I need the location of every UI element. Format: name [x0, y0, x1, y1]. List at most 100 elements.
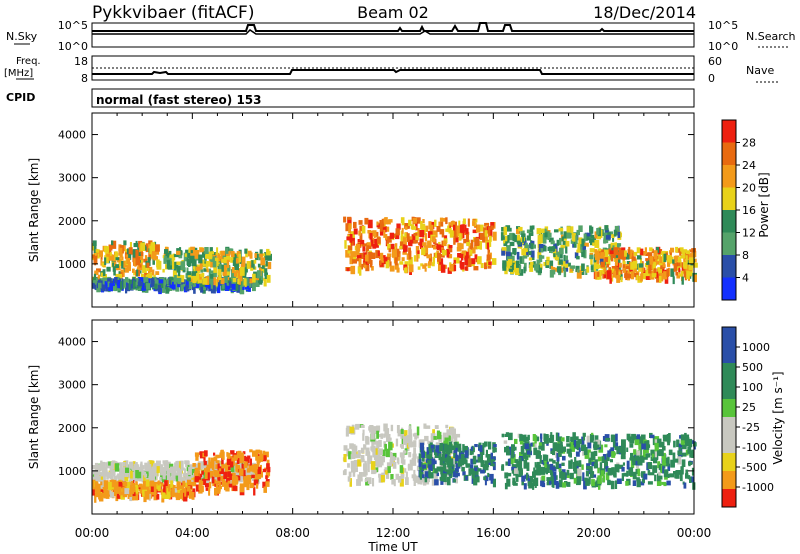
- data-cell: [538, 445, 543, 450]
- data-cell: [633, 449, 637, 455]
- data-cell: [121, 476, 127, 483]
- data-cell: [124, 474, 129, 482]
- nsky-tick-bottom: 10^0: [58, 40, 88, 53]
- data-cell: [369, 455, 373, 464]
- data-cell: [618, 271, 621, 276]
- data-cell: [374, 241, 379, 248]
- data-cell: [380, 257, 385, 263]
- data-cell: [135, 256, 141, 266]
- data-cell: [644, 247, 647, 254]
- data-cell: [636, 434, 640, 440]
- data-cell: [571, 448, 575, 452]
- data-cell: [544, 434, 549, 443]
- data-cell: [217, 463, 220, 472]
- data-cell: [521, 233, 526, 237]
- data-cell: [241, 463, 244, 471]
- data-cell: [413, 433, 417, 437]
- data-cell: [470, 446, 473, 451]
- data-cell: [389, 453, 393, 458]
- data-cell: [431, 262, 435, 267]
- data-cell: [388, 248, 392, 253]
- data-cell: [215, 278, 218, 287]
- data-cell: [472, 221, 476, 226]
- data-cell: [441, 229, 445, 238]
- data-cell: [636, 479, 641, 488]
- data-cell: [208, 268, 212, 277]
- data-cell: [218, 481, 221, 487]
- data-cell: [347, 217, 352, 226]
- data-cell: [504, 446, 507, 453]
- data-cell: [160, 284, 166, 293]
- data-cell: [431, 479, 435, 486]
- data-cell: [617, 243, 622, 247]
- data-cell: [408, 247, 411, 255]
- x-tick-label: 08:00: [275, 526, 310, 540]
- data-cell: [629, 457, 633, 461]
- data-cell: [433, 436, 437, 440]
- data-cell: [684, 439, 690, 447]
- data-cell: [463, 224, 467, 232]
- data-cell: [547, 246, 553, 251]
- data-cell: [104, 280, 107, 289]
- data-cell: [390, 474, 394, 480]
- data-cell: [367, 257, 372, 264]
- data-cell: [381, 218, 385, 228]
- data-cell: [396, 425, 400, 434]
- data-cell: [563, 231, 567, 239]
- data-cell: [435, 442, 441, 448]
- data-cell: [424, 268, 427, 272]
- data-cell: [187, 479, 192, 485]
- data-cell: [605, 228, 609, 235]
- data-cell: [196, 273, 200, 280]
- data-cell: [365, 435, 369, 444]
- data-cell: [128, 283, 131, 291]
- data-cell: [197, 476, 201, 480]
- data-cell: [363, 463, 368, 471]
- data-cell: [522, 452, 527, 459]
- data-cell: [485, 462, 489, 471]
- data-cell: [264, 268, 268, 277]
- data-cell: [688, 438, 693, 448]
- data-cell: [387, 236, 392, 243]
- data-cell: [96, 490, 101, 497]
- data-cell: [254, 465, 258, 474]
- data-cell: [388, 441, 393, 451]
- data-cell: [134, 262, 137, 267]
- data-cell: [260, 271, 264, 281]
- data-cell: [99, 250, 103, 257]
- data-cell: [621, 473, 624, 481]
- data-cell: [519, 452, 524, 457]
- data-cell: [96, 475, 99, 480]
- data-cell: [420, 220, 423, 230]
- data-cell: [590, 471, 595, 475]
- data-cell: [407, 463, 412, 469]
- data-cell: [540, 437, 543, 445]
- data-cell: [230, 271, 236, 278]
- data-cell: [171, 472, 176, 480]
- data-cell: [519, 256, 522, 264]
- data-cell: [680, 440, 685, 445]
- data-cell: [612, 272, 616, 278]
- data-cell: [438, 453, 442, 461]
- data-cell: [394, 243, 398, 252]
- data-cell: [156, 493, 160, 500]
- data-cell: [182, 473, 187, 477]
- data-cell: [533, 447, 538, 456]
- data-cell: [552, 466, 557, 472]
- data-cell: [583, 447, 588, 455]
- data-cell: [453, 237, 456, 245]
- data-cell: [375, 448, 378, 455]
- data-cell: [421, 223, 426, 233]
- data-cell: [213, 266, 218, 274]
- data-cell: [440, 478, 444, 485]
- data-cell: [403, 245, 408, 252]
- data-cell: [234, 262, 239, 270]
- data-cell: [400, 435, 403, 439]
- data-cell: [659, 276, 662, 283]
- data-cell: [487, 472, 490, 478]
- data-cell: [456, 225, 461, 233]
- data-cell: [136, 278, 139, 283]
- data-cell: [350, 460, 354, 469]
- data-cell: [532, 482, 535, 490]
- data-cell: [518, 457, 522, 462]
